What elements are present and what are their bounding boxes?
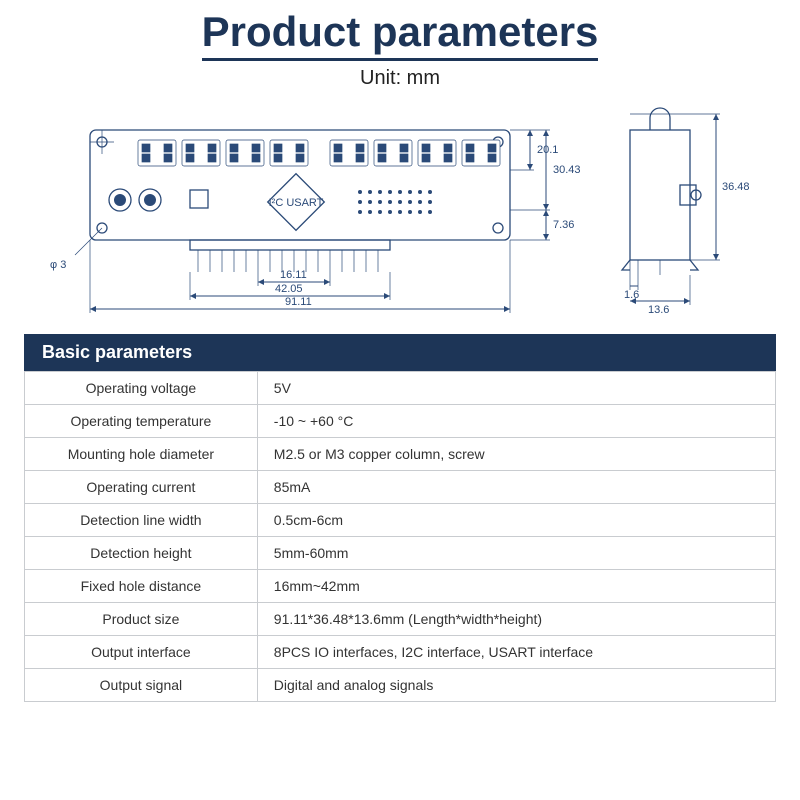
- dim-top-band: 20.1: [537, 144, 558, 156]
- param-label: Detection height: [25, 537, 258, 570]
- param-label: Product size: [25, 603, 258, 636]
- page-title: Product parameters: [202, 8, 599, 61]
- dim-inner2: 42.05: [275, 283, 303, 295]
- param-value: M2.5 or M3 copper column, screw: [257, 438, 775, 471]
- dim-bottom-band: 7.36: [553, 219, 574, 231]
- param-value: Digital and analog signals: [257, 669, 775, 702]
- param-value: 5mm-60mm: [257, 537, 775, 570]
- table-row: Detection line width0.5cm-6cm: [25, 504, 776, 537]
- table-row: Product size91.11*36.48*13.6mm (Length*w…: [25, 603, 776, 636]
- param-label: Operating temperature: [25, 405, 258, 438]
- table-row: Operating temperature-10 ~ +60 °C: [25, 405, 776, 438]
- front-view-diagram: φ 3: [40, 100, 600, 320]
- dim-inner1: 16.11: [280, 269, 307, 281]
- param-value: 5V: [257, 372, 775, 405]
- param-label: Operating current: [25, 471, 258, 504]
- side-view-diagram: 36.48 1.6 13.6: [610, 100, 760, 320]
- dim-hole: φ 3: [50, 259, 66, 271]
- param-label: Detection line width: [25, 504, 258, 537]
- dim-board-h: 30.43: [553, 164, 581, 176]
- table-row: Detection height5mm-60mm: [25, 537, 776, 570]
- param-value: 8PCS IO interfaces, I2C interface, USART…: [257, 636, 775, 669]
- table-row: Output interface8PCS IO interfaces, I2C …: [25, 636, 776, 669]
- table-row: Mounting hole diameterM2.5 or M3 copper …: [25, 438, 776, 471]
- param-label: Operating voltage: [25, 372, 258, 405]
- table-row: Operating current85mA: [25, 471, 776, 504]
- dim-side-d: 13.6: [648, 304, 669, 316]
- param-label: Output signal: [25, 669, 258, 702]
- param-value: 91.11*36.48*13.6mm (Length*width*height): [257, 603, 775, 636]
- table-row: Operating voltage5V: [25, 372, 776, 405]
- params-table: Operating voltage5VOperating temperature…: [24, 371, 776, 702]
- param-label: Mounting hole diameter: [25, 438, 258, 471]
- param-value: 85mA: [257, 471, 775, 504]
- dim-board-w: 91.11: [285, 296, 312, 308]
- param-value: 16mm~42mm: [257, 570, 775, 603]
- unit-label: Unit: mm: [24, 67, 776, 90]
- svg-text:I²C USART: I²C USART: [269, 197, 324, 209]
- section-banner: Basic parameters: [24, 334, 776, 371]
- dim-side-small: 1.6: [624, 289, 639, 301]
- param-label: Output interface: [25, 636, 258, 669]
- table-row: Fixed hole distance16mm~42mm: [25, 570, 776, 603]
- table-row: Output signalDigital and analog signals: [25, 669, 776, 702]
- param-value: -10 ~ +60 °C: [257, 405, 775, 438]
- param-label: Fixed hole distance: [25, 570, 258, 603]
- dim-side-h: 36.48: [722, 181, 750, 193]
- diagram-area: φ 3: [24, 100, 776, 320]
- param-value: 0.5cm-6cm: [257, 504, 775, 537]
